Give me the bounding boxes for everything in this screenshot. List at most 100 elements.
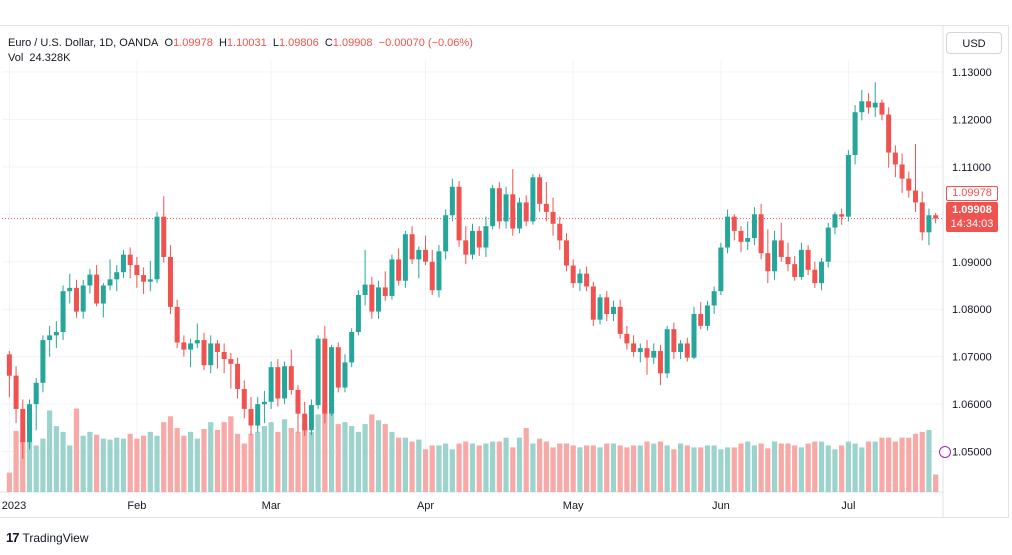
candle-body bbox=[516, 202, 522, 229]
volume-bar bbox=[778, 443, 784, 492]
candle-body bbox=[832, 214, 838, 228]
volume-bar bbox=[584, 445, 590, 492]
tradingview-logo-icon: 17 bbox=[6, 530, 20, 545]
candle-body bbox=[342, 362, 348, 388]
volume-bar bbox=[369, 414, 375, 492]
volume-bar bbox=[60, 431, 66, 492]
candle-body bbox=[563, 240, 569, 266]
volume-bar bbox=[711, 445, 717, 492]
candle-body bbox=[349, 332, 355, 363]
candle-body bbox=[590, 286, 596, 320]
candle-body bbox=[241, 388, 247, 409]
last-price-value: 1.09908 bbox=[952, 204, 992, 216]
candle-body bbox=[248, 408, 254, 426]
candle-body bbox=[141, 275, 147, 282]
volume-bar bbox=[147, 431, 153, 492]
candle-body bbox=[261, 401, 267, 405]
volume-bar bbox=[382, 424, 388, 492]
currency-button[interactable]: USD bbox=[946, 32, 1002, 54]
volume-bar bbox=[174, 427, 180, 492]
volume-bar bbox=[805, 443, 811, 492]
candle-body bbox=[382, 287, 388, 296]
candle-body bbox=[161, 216, 167, 258]
volume-bar bbox=[335, 424, 341, 492]
volume-bar bbox=[577, 447, 583, 492]
volume-bar bbox=[724, 447, 731, 492]
x-tick-label: Jun bbox=[712, 500, 730, 512]
candle-body bbox=[624, 333, 630, 344]
candle-body bbox=[758, 214, 764, 254]
candle-body bbox=[429, 261, 435, 291]
candle-body bbox=[704, 305, 710, 326]
volume-bar bbox=[228, 416, 234, 492]
volume-bar bbox=[26, 419, 33, 492]
y-tick-label: 1.11000 bbox=[952, 162, 991, 174]
volume-bar bbox=[181, 435, 187, 492]
high-label: H bbox=[218, 37, 227, 49]
candle-body bbox=[315, 338, 321, 406]
volume-bar bbox=[221, 422, 227, 492]
volume-bar bbox=[469, 443, 476, 492]
volume-bar bbox=[107, 439, 113, 492]
candle-body bbox=[369, 284, 375, 312]
volume-bar bbox=[120, 438, 127, 492]
volume-bar bbox=[644, 441, 650, 492]
candle-body bbox=[892, 152, 898, 165]
volume-bar bbox=[892, 441, 898, 492]
candle-body bbox=[470, 230, 475, 255]
volume-bar bbox=[422, 449, 429, 492]
candle-body bbox=[725, 216, 731, 248]
volume-bar bbox=[503, 437, 509, 492]
candle-body bbox=[40, 340, 46, 383]
volume-bar bbox=[664, 445, 670, 492]
volume-bar bbox=[214, 429, 221, 492]
candle-body bbox=[866, 101, 872, 108]
symbol-title[interactable]: Euro / U.S. Dollar, 1D, OANDA bbox=[8, 37, 159, 49]
candle-body bbox=[872, 102, 878, 108]
volume-bar bbox=[523, 427, 529, 492]
volume-bar bbox=[684, 445, 690, 492]
candle-body bbox=[859, 101, 865, 113]
volume-bar bbox=[13, 430, 19, 492]
volume-bar bbox=[94, 434, 100, 492]
volume-bar bbox=[308, 431, 315, 492]
volume-bar bbox=[416, 439, 422, 492]
volume-bar bbox=[610, 443, 617, 492]
volume-bar bbox=[671, 449, 677, 492]
candle-body bbox=[396, 259, 402, 281]
volume-bar bbox=[718, 449, 724, 492]
candle-body bbox=[577, 273, 583, 284]
tradingview-branding[interactable]: 17 TradingView bbox=[6, 530, 89, 545]
candle-body bbox=[933, 215, 939, 219]
volume-bar bbox=[751, 445, 758, 492]
candle-body bbox=[94, 274, 100, 304]
volume-bar bbox=[241, 443, 247, 492]
candle-body bbox=[610, 306, 616, 314]
candle-body bbox=[584, 273, 590, 287]
volume-bar bbox=[691, 447, 697, 492]
candle-body bbox=[127, 254, 133, 266]
candle-body bbox=[449, 186, 455, 216]
candle-body bbox=[812, 269, 818, 284]
candle-body bbox=[792, 264, 798, 277]
volume-bar bbox=[275, 431, 281, 492]
volume-bar bbox=[315, 414, 321, 492]
candle-body bbox=[355, 294, 361, 333]
last-price-tag: 1.09908 14:34:03 bbox=[946, 202, 998, 232]
volume-bar bbox=[731, 447, 737, 492]
candle-body bbox=[731, 216, 737, 231]
volume-bar bbox=[637, 445, 643, 492]
candle-body bbox=[913, 190, 919, 203]
volume-bar bbox=[375, 420, 382, 492]
candlestick-chart[interactable]: 1.130001.120001.110001.100001.090001.080… bbox=[0, 0, 1012, 520]
candle-body bbox=[926, 215, 932, 233]
indicator-circle-icon[interactable] bbox=[939, 446, 951, 458]
candle-body bbox=[745, 238, 751, 242]
volume-bar bbox=[563, 443, 570, 492]
volume-bar bbox=[704, 445, 711, 492]
volume-bar bbox=[771, 441, 778, 492]
y-tick-label: 1.12000 bbox=[952, 114, 992, 126]
volume-bar bbox=[355, 431, 361, 492]
candle-body bbox=[308, 405, 314, 431]
volume-bar bbox=[886, 437, 892, 492]
